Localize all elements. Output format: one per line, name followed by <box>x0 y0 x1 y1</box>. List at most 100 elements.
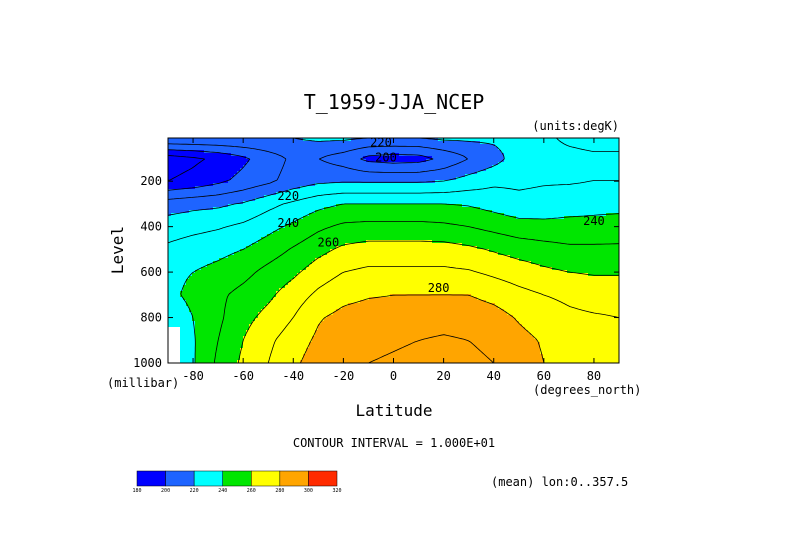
field-cell <box>486 300 619 304</box>
contour-line-230 <box>168 138 619 244</box>
field-cell <box>303 216 517 220</box>
contour-label: 220 <box>370 136 392 150</box>
field-cell <box>168 153 232 157</box>
contour-interval-label: CONTOUR INTERVAL = 1.000E+01 <box>293 436 495 450</box>
field-cell <box>234 174 466 178</box>
field-cell <box>186 300 271 304</box>
field-cell <box>168 276 190 280</box>
field-cell <box>168 138 304 142</box>
temperature-field <box>168 138 619 363</box>
field-cell <box>540 264 619 268</box>
field-cell <box>516 318 619 322</box>
field-cell <box>279 228 619 232</box>
field-cell <box>195 351 241 355</box>
field-cell <box>168 156 247 160</box>
field-cell <box>243 342 310 346</box>
field-cell <box>336 204 463 208</box>
field-cell <box>168 309 190 313</box>
field-cell <box>168 312 193 316</box>
field-cell <box>168 195 265 199</box>
field-cell <box>195 333 247 337</box>
field-cell <box>288 282 619 286</box>
field-cell <box>168 198 256 202</box>
field-cell <box>300 186 619 190</box>
field-cell <box>363 156 433 160</box>
field-cell <box>531 261 619 265</box>
field-cell <box>297 219 619 223</box>
field-cell <box>528 330 619 334</box>
x-tick-label: 60 <box>537 369 551 383</box>
x-tick-label: 80 <box>587 369 601 383</box>
field-cell <box>168 252 235 256</box>
field-cell <box>330 249 490 253</box>
field-cell <box>519 321 619 325</box>
field-cell <box>267 234 619 238</box>
colorbar: 180 200 220 240 260 280 300 320 <box>132 470 342 494</box>
field-cell <box>201 267 307 271</box>
field-cell <box>249 159 367 163</box>
field-cell <box>231 177 457 181</box>
field-cell <box>213 207 325 211</box>
field-cell <box>168 249 241 253</box>
field-cell <box>351 138 439 142</box>
field-cell <box>180 351 196 355</box>
contour-label: 260 <box>318 236 340 250</box>
field-cell <box>168 267 202 271</box>
field-cell <box>342 306 499 310</box>
field-cell <box>168 246 247 250</box>
field-cell <box>477 246 619 250</box>
field-cell <box>498 162 619 166</box>
field-cell <box>168 201 244 205</box>
field-cell <box>258 315 328 319</box>
field-cell <box>195 345 244 349</box>
field-cell <box>186 282 289 286</box>
x-unit-label: (degrees_north) <box>533 383 641 397</box>
field-cell <box>168 261 214 265</box>
field-cell <box>567 270 619 274</box>
field-cell <box>294 276 619 280</box>
field-cell <box>312 339 538 343</box>
field-cell <box>180 330 196 334</box>
field-cell <box>168 294 181 298</box>
field-cell <box>168 306 190 310</box>
field-cell <box>168 285 184 289</box>
y-unit-label: (millibar) <box>107 376 179 390</box>
field-cell <box>498 252 619 256</box>
field-cell <box>327 252 499 256</box>
contour-line-210 <box>168 143 468 200</box>
field-cell <box>168 339 181 343</box>
field-cell <box>504 159 619 163</box>
y-axis-label: Level <box>108 226 127 274</box>
field-cell <box>168 354 181 358</box>
field-cell <box>243 165 493 169</box>
field-cell <box>180 336 196 340</box>
field-cell <box>345 243 463 247</box>
field-cell <box>168 177 232 181</box>
field-cell <box>243 339 313 343</box>
colorbar-swatch <box>308 470 338 487</box>
colorbar-swatch <box>251 470 281 487</box>
field-cell <box>504 213 607 217</box>
contour-lines <box>168 138 619 363</box>
field-cell <box>168 345 181 349</box>
chart-title: T_1959-JJA_NCEP <box>304 90 485 114</box>
field-cell <box>168 186 196 190</box>
colorbar-label: 240 <box>218 488 227 494</box>
field-cell <box>246 330 316 334</box>
field-cell <box>243 345 310 349</box>
field-cell <box>237 171 478 175</box>
field-cell <box>306 267 553 271</box>
field-cell <box>168 237 262 241</box>
field-cell <box>504 309 619 313</box>
field-cell <box>321 255 511 259</box>
field-cell <box>168 228 280 232</box>
field-cell <box>195 270 301 274</box>
field-cell <box>168 324 196 328</box>
field-cell <box>168 291 181 295</box>
contour-label: 220 <box>277 189 299 203</box>
field-cell <box>324 207 481 211</box>
colorbar-label: 200 <box>161 488 170 494</box>
field-cell <box>246 333 316 337</box>
field-cell <box>168 258 220 262</box>
